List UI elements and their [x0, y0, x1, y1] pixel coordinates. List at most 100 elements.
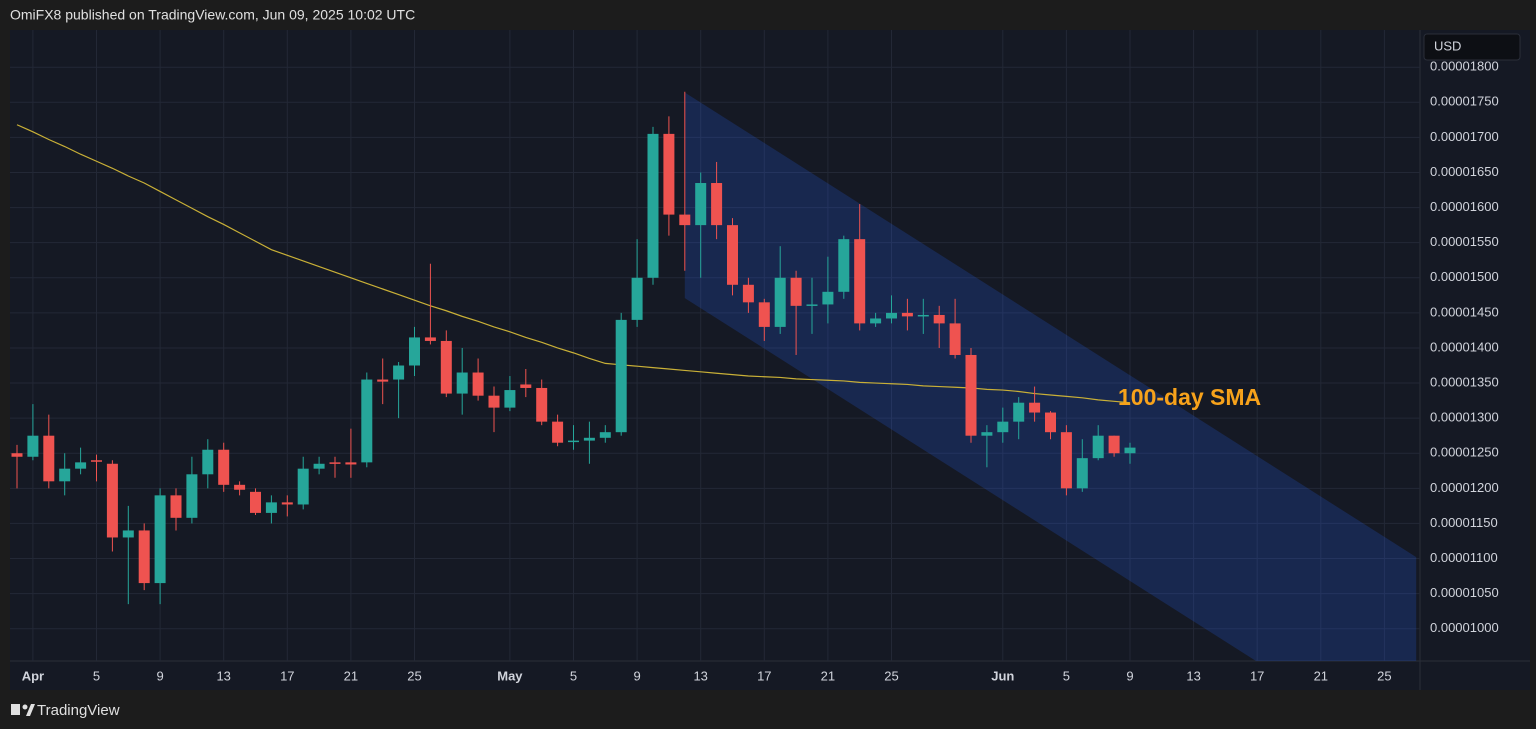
- candle-body: [520, 384, 532, 388]
- candle-body: [186, 474, 198, 518]
- candle-body: [695, 183, 707, 226]
- candle-body: [1013, 402, 1025, 422]
- x-tick-label: 17: [1250, 668, 1264, 683]
- candle-body: [711, 183, 723, 226]
- x-tick-label: 21: [344, 668, 358, 683]
- x-tick-label: 5: [570, 668, 577, 683]
- candle-body: [345, 462, 357, 465]
- y-tick-label: 0.00001500: [1430, 269, 1499, 284]
- y-tick-label: 0.00001650: [1430, 164, 1499, 179]
- x-tick-label: 21: [1314, 668, 1328, 683]
- currency-box: [1423, 33, 1521, 61]
- header: OmiFX8 published on TradingView.com, Jun…: [10, 7, 415, 23]
- candle-body: [75, 462, 87, 469]
- candle-body: [170, 495, 182, 518]
- x-tick-label: 13: [1186, 668, 1200, 683]
- candle-body: [838, 239, 850, 292]
- x-tick-label: 25: [407, 668, 421, 683]
- candle-body: [202, 449, 214, 475]
- x-tick-label: 25: [884, 668, 898, 683]
- candle-body: [679, 214, 691, 226]
- candle-body: [742, 284, 754, 303]
- brand-logo: [11, 704, 35, 716]
- x-tick-label: 9: [633, 668, 640, 683]
- candle-body: [552, 421, 564, 443]
- candle-body: [440, 340, 452, 394]
- x-tick-label: May: [497, 668, 523, 683]
- x-tick-label: 5: [93, 668, 100, 683]
- y-tick-label: 0.00001150: [1430, 515, 1498, 530]
- x-tick-label: 9: [1126, 668, 1133, 683]
- candle-body: [265, 502, 277, 513]
- candle-body: [727, 225, 738, 285]
- x-tick-label: 25: [1377, 668, 1391, 683]
- candle-body: [138, 530, 150, 584]
- candle-body: [1029, 402, 1041, 413]
- candle-body: [901, 312, 913, 317]
- brand: TradingView: [37, 702, 120, 719]
- candle-body: [424, 337, 436, 341]
- x-tick-label: 13: [216, 668, 230, 683]
- candle-body: [1060, 432, 1072, 489]
- y-tick-label: 0.00001250: [1430, 445, 1499, 460]
- y-tick-label: 0.00001600: [1430, 199, 1499, 214]
- candle-body: [615, 319, 627, 433]
- candle-body: [456, 372, 468, 394]
- candle-body: [1045, 412, 1056, 433]
- candle-body: [488, 395, 500, 408]
- y-tick-label: 0.00001400: [1430, 339, 1499, 354]
- candle-body: [234, 484, 246, 490]
- y-tick-label: 0.00001200: [1430, 480, 1499, 495]
- y-tick-label: 0.00001350: [1430, 374, 1499, 389]
- candle-body: [981, 432, 993, 436]
- x-tick-label: 9: [156, 668, 163, 683]
- candle-body: [536, 387, 548, 422]
- candle-body: [886, 312, 897, 319]
- candle-body: [59, 468, 71, 482]
- candle-body: [1108, 435, 1120, 454]
- candle-body: [393, 365, 405, 380]
- candle-body: [949, 323, 961, 355]
- candle-body: [663, 133, 675, 215]
- y-tick-label: 0.00001450: [1430, 304, 1499, 319]
- candle-body: [27, 435, 39, 457]
- candle-body: [647, 133, 659, 278]
- candle-body: [281, 502, 293, 505]
- y-tick-label: 0.00001050: [1430, 585, 1499, 600]
- x-tick-label: 17: [280, 668, 294, 683]
- currency: USD: [1434, 38, 1461, 53]
- chart-panel: [10, 30, 1530, 690]
- candle-body: [1092, 435, 1104, 459]
- y-tick-label: 0.00001100: [1430, 550, 1498, 565]
- candle-body: [504, 390, 516, 408]
- x-tick-label: 17: [757, 668, 771, 683]
- y-tick-label: 0.00001750: [1430, 94, 1499, 109]
- channel-fill: [684, 92, 1417, 661]
- sma-line: [16, 124, 1131, 404]
- candle-body: [997, 421, 1009, 433]
- candle-body: [583, 437, 595, 441]
- candle-body: [965, 354, 977, 436]
- candle-body: [122, 530, 134, 538]
- annotation: 100-day SMA: [1118, 384, 1261, 410]
- candle-body: [790, 277, 802, 306]
- candle-body: [361, 379, 373, 463]
- candle-body: [1076, 458, 1088, 489]
- candle-body: [106, 463, 118, 538]
- candle-body: [377, 379, 389, 382]
- candle-body: [631, 277, 643, 320]
- x-tick-label: 13: [693, 668, 707, 683]
- candle-body: [218, 449, 230, 485]
- x-tick-label: Jun: [991, 668, 1014, 683]
- candle-body: [329, 462, 341, 464]
- candle-body: [297, 468, 309, 505]
- candle-body: [43, 435, 55, 482]
- candle-body: [917, 314, 929, 317]
- y-tick-label: 0.00001700: [1430, 129, 1499, 144]
- y-tick-label: 0.00001300: [1430, 410, 1499, 425]
- x-tick-label: 5: [1063, 668, 1070, 683]
- candle-body: [933, 314, 945, 324]
- candle-body: [822, 291, 834, 305]
- candle-body: [11, 453, 23, 457]
